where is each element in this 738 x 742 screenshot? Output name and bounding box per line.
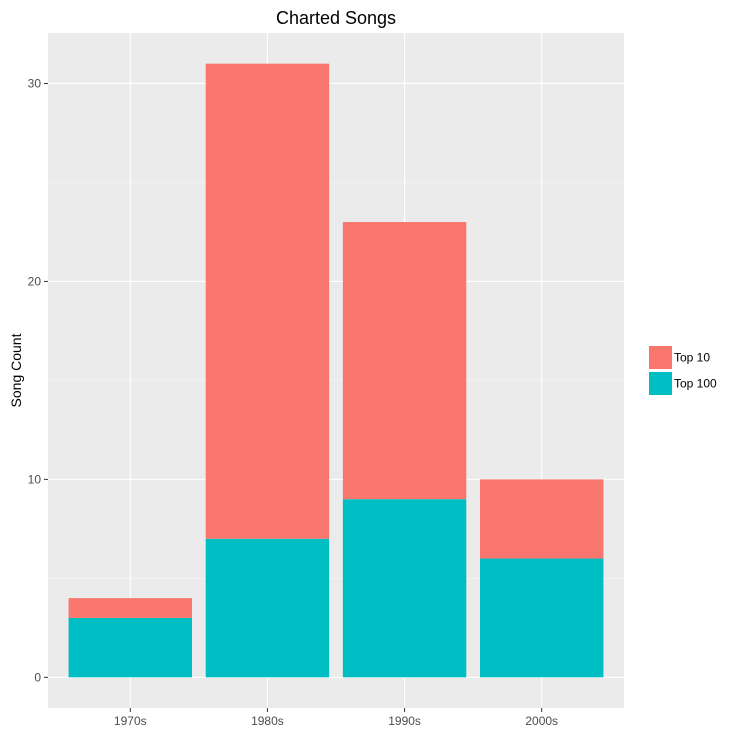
bar-top-10-1990s	[342, 222, 467, 500]
bar-top-100-1970s	[68, 617, 192, 678]
legend-label-top-100: Top 100	[674, 377, 717, 391]
y-axis-title: Song Count	[8, 333, 24, 407]
bar-top-10-1970s	[68, 598, 192, 618]
y-tick-label: 30	[28, 76, 42, 90]
y-tick-label: 0	[34, 670, 41, 684]
legend: Top 10 Top 100	[649, 346, 717, 395]
y-tick-label: 10	[28, 472, 42, 486]
bar-top-100-1980s	[205, 538, 330, 678]
legend-label-top-10: Top 10	[674, 351, 710, 365]
y-tick-label: 20	[28, 274, 42, 288]
x-tick-label: 1980s	[251, 714, 284, 728]
x-tick-label: 1990s	[388, 714, 421, 728]
bar-top-100-2000s	[480, 558, 604, 678]
tick-labels: 0 10 20 30 1970s 1980s 1990s 2000s	[28, 76, 558, 728]
bar-top-10-2000s	[480, 479, 604, 559]
x-tick-label: 2000s	[525, 714, 558, 728]
legend-key-top-100	[649, 372, 672, 395]
axis-ticks	[44, 82, 543, 712]
bars-group	[68, 63, 604, 678]
bar-top-10-1980s	[205, 63, 330, 539]
bar-top-100-1990s	[342, 499, 467, 678]
chart-title: Charted Songs	[276, 8, 396, 28]
legend-key-top-10	[649, 346, 672, 369]
x-tick-label: 1970s	[114, 714, 147, 728]
